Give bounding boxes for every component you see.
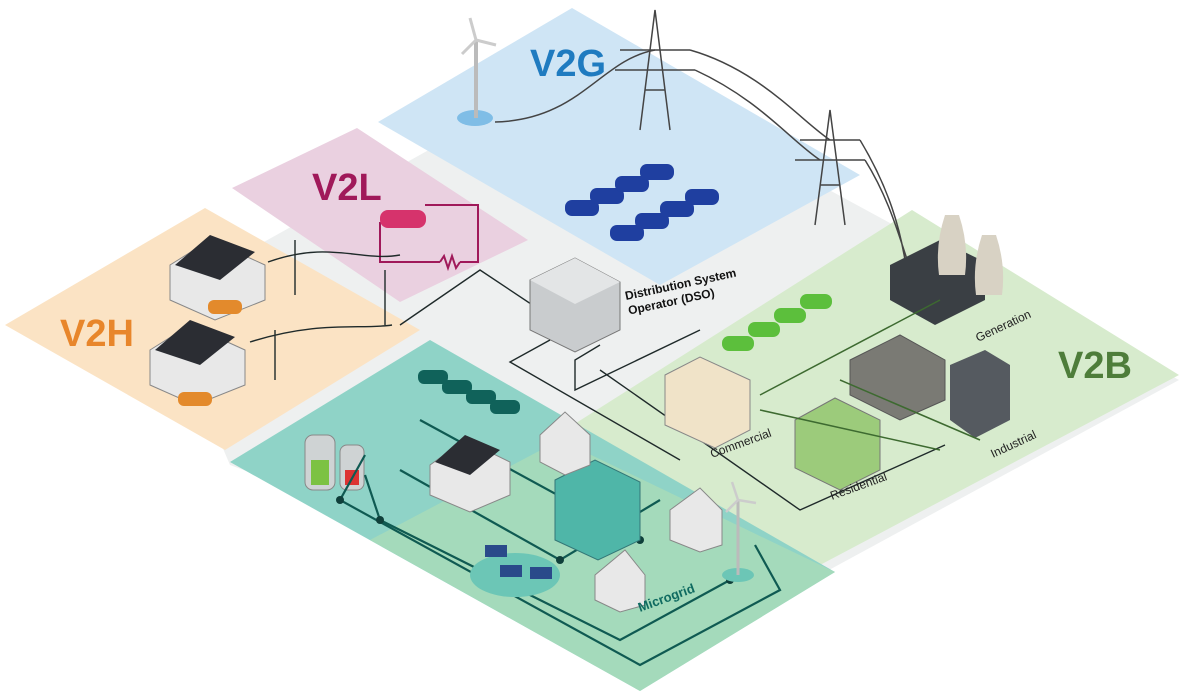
zone-label: V2G <box>530 43 606 85</box>
zone-label: V2H <box>60 313 134 355</box>
zone-label: V2L <box>312 167 382 209</box>
turbine-blades <box>462 18 496 54</box>
diagram: Distribution System Operator (DSO) <box>0 0 1179 691</box>
zone-label: V2B <box>1058 345 1132 387</box>
